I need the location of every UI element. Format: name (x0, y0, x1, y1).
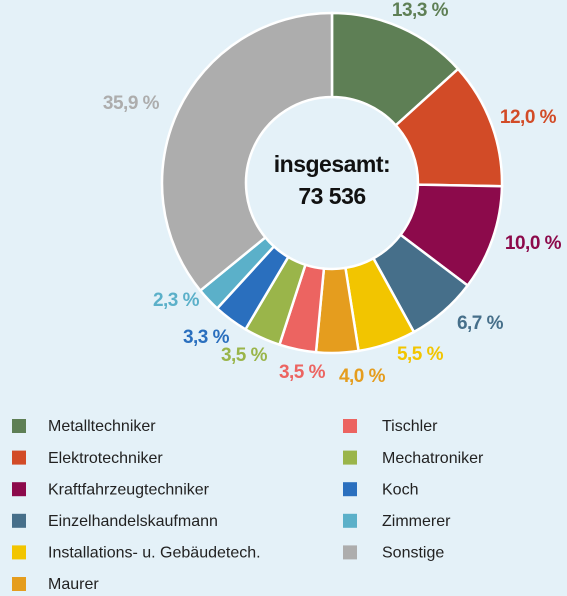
legend-label: Zimmerer (382, 513, 451, 530)
value-label: 3,5 % (221, 345, 268, 366)
legend-swatch (12, 419, 26, 433)
donut-slice (160, 11, 334, 293)
legend-label: Kraftfahrzeugtechniker (48, 481, 210, 498)
legend-swatch (12, 545, 26, 560)
value-label: 35,9 % (103, 93, 160, 114)
legend-swatch (12, 482, 26, 497)
legend-label: Sonstige (382, 545, 444, 562)
legend-swatch (343, 450, 357, 465)
center-total: 73 536 (298, 183, 365, 209)
legend-swatch (12, 450, 26, 465)
legend-label: Maurer (48, 576, 99, 593)
value-label: 5,5 % (397, 344, 444, 365)
value-label: 13,3 % (392, 0, 449, 21)
value-label: 3,3 % (183, 327, 230, 348)
legend-swatch (343, 419, 357, 433)
value-label: 2,3 % (153, 290, 200, 311)
value-label: 4,0 % (339, 366, 386, 387)
legend-label: Koch (382, 481, 418, 498)
legend-swatch (343, 545, 357, 560)
legend-label: Mechatroniker (382, 450, 484, 467)
value-label: 3,5 % (279, 362, 326, 383)
legend-label: Metalltechniker (48, 418, 156, 435)
legend-swatch (343, 482, 357, 497)
legend-swatch (12, 577, 26, 591)
center-label: insgesamt: (274, 151, 390, 177)
value-label: 10,0 % (505, 233, 562, 254)
legend-label: Tischler (382, 418, 438, 435)
legend-label: Elektrotechniker (48, 450, 163, 467)
value-label: 12,0 % (500, 107, 557, 128)
legend-swatch (343, 513, 357, 528)
value-label: 6,7 % (457, 313, 504, 334)
legend-label: Installations- u. Gebäudetech. (48, 545, 261, 562)
legend-label: Einzelhandelskaufmann (48, 513, 218, 530)
legend-swatch (12, 513, 26, 528)
